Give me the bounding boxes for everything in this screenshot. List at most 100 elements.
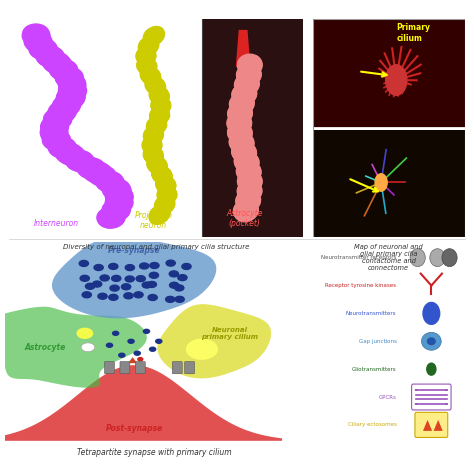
Circle shape bbox=[59, 87, 84, 106]
Circle shape bbox=[229, 132, 253, 150]
Circle shape bbox=[236, 191, 261, 209]
Circle shape bbox=[44, 53, 65, 68]
Circle shape bbox=[165, 296, 175, 302]
Circle shape bbox=[46, 108, 71, 127]
Circle shape bbox=[236, 150, 255, 164]
Circle shape bbox=[45, 112, 69, 130]
Circle shape bbox=[174, 285, 184, 291]
Circle shape bbox=[231, 131, 250, 145]
Circle shape bbox=[56, 88, 84, 109]
Circle shape bbox=[58, 81, 87, 101]
Circle shape bbox=[26, 34, 52, 53]
Circle shape bbox=[45, 129, 64, 144]
Circle shape bbox=[230, 129, 250, 144]
Circle shape bbox=[237, 172, 262, 191]
Circle shape bbox=[237, 163, 261, 181]
Circle shape bbox=[56, 144, 77, 159]
Circle shape bbox=[141, 37, 159, 50]
Circle shape bbox=[151, 107, 169, 120]
Circle shape bbox=[80, 275, 90, 281]
Circle shape bbox=[85, 283, 95, 289]
Circle shape bbox=[59, 95, 78, 109]
Circle shape bbox=[45, 54, 72, 74]
Circle shape bbox=[41, 50, 64, 67]
Circle shape bbox=[96, 171, 124, 192]
Circle shape bbox=[58, 67, 76, 81]
Text: Tetrapartite synapse with primary cilium: Tetrapartite synapse with primary cilium bbox=[77, 448, 231, 457]
Circle shape bbox=[46, 116, 65, 130]
Circle shape bbox=[53, 101, 75, 118]
Circle shape bbox=[149, 209, 169, 223]
FancyBboxPatch shape bbox=[173, 362, 182, 374]
Polygon shape bbox=[423, 420, 432, 431]
Circle shape bbox=[59, 75, 86, 95]
Circle shape bbox=[109, 264, 118, 269]
Circle shape bbox=[166, 260, 175, 266]
Circle shape bbox=[153, 104, 168, 115]
Circle shape bbox=[237, 190, 260, 207]
Circle shape bbox=[150, 347, 155, 351]
Circle shape bbox=[138, 357, 143, 361]
Circle shape bbox=[139, 43, 156, 55]
Text: Astrocyte
(pocket): Astrocyte (pocket) bbox=[226, 209, 263, 228]
Circle shape bbox=[427, 363, 436, 375]
Circle shape bbox=[105, 194, 132, 214]
Circle shape bbox=[239, 170, 260, 186]
Circle shape bbox=[239, 61, 260, 76]
Circle shape bbox=[237, 183, 262, 201]
Circle shape bbox=[96, 172, 119, 188]
Circle shape bbox=[143, 141, 161, 154]
Text: Primary
cilium: Primary cilium bbox=[396, 23, 430, 43]
Circle shape bbox=[46, 106, 73, 125]
Circle shape bbox=[56, 144, 82, 163]
Circle shape bbox=[237, 162, 261, 180]
Circle shape bbox=[234, 203, 257, 221]
Circle shape bbox=[136, 276, 146, 282]
Circle shape bbox=[57, 91, 82, 109]
Circle shape bbox=[56, 67, 82, 88]
Ellipse shape bbox=[410, 249, 425, 266]
Circle shape bbox=[155, 205, 169, 215]
Circle shape bbox=[229, 134, 254, 152]
Circle shape bbox=[23, 24, 49, 44]
Circle shape bbox=[152, 101, 170, 115]
Circle shape bbox=[151, 113, 166, 125]
Circle shape bbox=[104, 179, 123, 192]
Circle shape bbox=[236, 156, 258, 173]
Circle shape bbox=[48, 104, 74, 123]
Circle shape bbox=[169, 271, 179, 277]
Circle shape bbox=[157, 188, 177, 202]
Circle shape bbox=[144, 329, 150, 333]
Circle shape bbox=[149, 27, 164, 37]
Circle shape bbox=[87, 165, 107, 180]
Ellipse shape bbox=[415, 403, 418, 405]
Circle shape bbox=[150, 263, 159, 268]
Circle shape bbox=[150, 108, 170, 123]
Circle shape bbox=[229, 112, 250, 127]
Circle shape bbox=[237, 182, 262, 200]
Circle shape bbox=[238, 159, 257, 173]
Circle shape bbox=[237, 197, 257, 212]
Circle shape bbox=[153, 165, 166, 175]
Text: Ciliary ectosomes: Ciliary ectosomes bbox=[347, 422, 396, 428]
Circle shape bbox=[159, 195, 173, 206]
Circle shape bbox=[102, 200, 130, 220]
Circle shape bbox=[237, 66, 261, 84]
Circle shape bbox=[43, 52, 70, 73]
Circle shape bbox=[231, 100, 251, 115]
Circle shape bbox=[137, 57, 156, 71]
Circle shape bbox=[94, 264, 103, 271]
Text: Post-synapse: Post-synapse bbox=[106, 424, 163, 433]
Circle shape bbox=[154, 95, 167, 105]
FancyBboxPatch shape bbox=[313, 19, 465, 128]
Circle shape bbox=[153, 96, 169, 108]
Ellipse shape bbox=[442, 249, 457, 266]
Circle shape bbox=[232, 145, 256, 163]
Circle shape bbox=[41, 117, 69, 137]
Polygon shape bbox=[5, 365, 282, 441]
Circle shape bbox=[77, 328, 92, 338]
Circle shape bbox=[144, 132, 162, 145]
Circle shape bbox=[155, 197, 175, 212]
Circle shape bbox=[236, 83, 255, 98]
Circle shape bbox=[41, 124, 68, 144]
